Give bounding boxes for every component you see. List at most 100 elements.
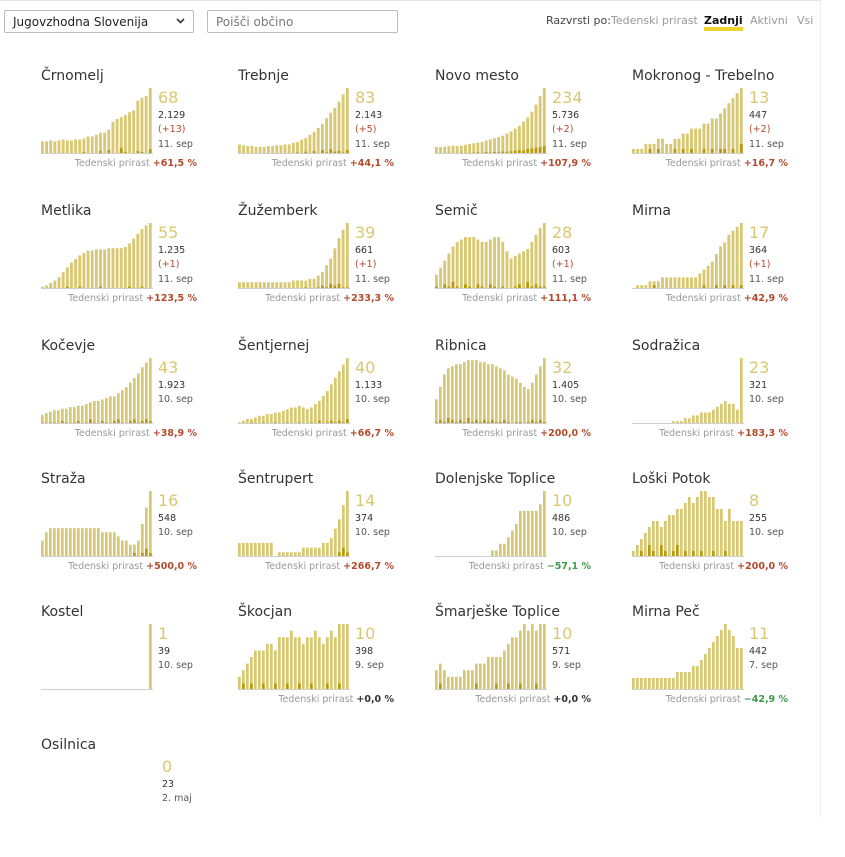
- active-cases-bar: [706, 265, 710, 289]
- active-cases-bar: [294, 637, 297, 690]
- total-count: 2.129: [158, 110, 186, 121]
- active-cases-bar: [664, 521, 667, 557]
- active-count: 14: [355, 491, 376, 510]
- municipality-card[interactable]: Osilnica 0 23 2. maj: [41, 737, 231, 857]
- last-update-date: 10. sep: [749, 527, 784, 538]
- active-cases-bar: [539, 504, 542, 557]
- active-count: 16: [158, 491, 179, 510]
- active-cases-bar: [480, 141, 484, 154]
- active-cases-bar: [238, 144, 241, 154]
- municipality-card[interactable]: Sodražica 23 321 10. sep Tedenski prirast +1…: [632, 338, 822, 458]
- active-cases-bar: [664, 678, 667, 690]
- active-cases-bar: [668, 678, 671, 690]
- municipality-card[interactable]: Mirna 17 364 (+1) 11. sep Tedenski prirast +4…: [632, 203, 822, 323]
- new-cases-bar: [140, 286, 144, 289]
- active-cases-bar: [455, 676, 458, 690]
- municipality-card[interactable]: Semič 28 603 (+1) 11. sep Tedenski prirast +1…: [435, 203, 625, 323]
- municipality-card[interactable]: Črnomelj 68 2.129 (+13) 11. sep Tedenski prir…: [41, 68, 231, 188]
- active-cases-bar: [119, 117, 123, 154]
- active-cases-bar: [447, 253, 451, 289]
- municipality-card[interactable]: Žužemberk 39 661 (+1) 11. sep Tedenski priras…: [238, 203, 428, 323]
- active-cases-bar: [435, 399, 438, 424]
- active-cases-bar: [337, 238, 341, 289]
- active-cases-bar: [242, 420, 245, 424]
- new-cases-bar: [519, 421, 522, 424]
- new-cases-bar: [447, 417, 450, 424]
- sort-option-all[interactable]: Vsi: [797, 14, 814, 27]
- municipality-card[interactable]: Ribnica 32 1.405 10. sep Tedenski prirast +2…: [435, 338, 625, 458]
- active-cases-bar: [274, 412, 277, 424]
- active-cases-bar: [519, 382, 522, 424]
- active-cases-bar: [320, 123, 324, 154]
- search-input[interactable]: [207, 10, 398, 33]
- active-cases-bar: [488, 139, 492, 154]
- active-cases-bar: [736, 648, 739, 690]
- active-cases-bar: [731, 98, 735, 154]
- active-cases-bar: [121, 390, 124, 424]
- active-cases-bar: [472, 143, 476, 154]
- new-cases-bar: [543, 421, 546, 424]
- active-cases-bar: [306, 547, 309, 557]
- municipality-card[interactable]: Trebnje 83 2.143 (+5) 11. sep Tedenski priras…: [238, 68, 428, 188]
- municipality-card[interactable]: Šentrupert 14 374 10. sep Tedenski prirast +…: [238, 471, 428, 591]
- municipality-card[interactable]: Škocjan 10 398 9. sep Tedenski prirast +0,0 …: [238, 604, 428, 724]
- active-cases-bar: [739, 88, 743, 154]
- active-cases-bar: [49, 411, 52, 424]
- last-update-date: 11. sep: [552, 139, 587, 150]
- last-update-date: 11. sep: [158, 274, 193, 285]
- municipality-card[interactable]: Šmarješke Toplice 10 571 9. sep Tedenski pri…: [435, 604, 625, 724]
- new-cases-bar: [664, 551, 667, 557]
- new-cases-bar: [242, 683, 245, 690]
- active-cases-bar: [82, 253, 86, 289]
- municipality-card[interactable]: Loški Potok 8 255 10. sep Tedenski prirast +…: [632, 471, 822, 591]
- active-cases-bar: [246, 663, 249, 690]
- active-cases-bar: [636, 285, 639, 289]
- municipality-card[interactable]: Straža 16 548 10. sep Tedenski prirast +500,…: [41, 471, 231, 591]
- active-cases-bar: [242, 282, 245, 289]
- municipality-card[interactable]: Novo mesto 234 5.736 (+2) 11. sep Tedenski pr…: [435, 68, 625, 188]
- municipality-card[interactable]: Dolenjske Toplice 10 486 10. sep Tedenski pr…: [435, 471, 625, 591]
- new-cases-bar: [318, 420, 321, 424]
- weekly-growth-value: +0,0 %: [356, 694, 394, 705]
- active-cases-bar: [534, 234, 538, 289]
- active-cases-bar: [471, 670, 474, 690]
- active-cases-bar: [740, 358, 743, 424]
- new-cases-bar: [145, 419, 148, 424]
- new-cases-bar: [673, 148, 677, 154]
- municipality-card[interactable]: Kočevje 43 1.923 10. sep Tedenski prirast +3…: [41, 338, 231, 458]
- new-cases-bar: [333, 151, 337, 154]
- new-cases-bar: [515, 421, 518, 424]
- active-cases-bar: [290, 630, 293, 690]
- municipality-card[interactable]: Mokronog - Trebelno 13 447 (+2) 11. sep Teden…: [632, 68, 822, 188]
- active-cases-bar: [140, 229, 144, 289]
- sparkline-bar-chart: [435, 491, 547, 557]
- sparkline-bar-chart: [41, 624, 153, 690]
- active-cases-bar: [503, 650, 506, 690]
- active-cases-bar: [435, 670, 438, 690]
- active-cases-bar: [266, 643, 269, 690]
- active-cases-bar: [302, 407, 305, 424]
- sort-option-weekly[interactable]: Tedenski prirast: [611, 14, 698, 27]
- active-cases-bar: [322, 542, 325, 557]
- active-cases-bar: [692, 666, 695, 690]
- municipality-card[interactable]: Mirna Peč 11 442 7. sep Tedenski prirast −42…: [632, 604, 822, 724]
- active-cases-bar: [123, 115, 127, 154]
- active-cases-bar: [706, 123, 710, 154]
- weekly-growth-label: Tedenski prirast: [271, 158, 347, 169]
- municipality-card[interactable]: Kostel 1 39 10. sep: [41, 604, 231, 724]
- active-cases-bar: [254, 542, 257, 557]
- weekly-growth-value: −42,9 %: [743, 694, 788, 705]
- active-cases-bar: [314, 404, 317, 424]
- sort-option-last[interactable]: Zadnji: [704, 14, 743, 31]
- region-select[interactable]: Jugovzhodna Slovenija: [4, 10, 194, 33]
- sort-option-active[interactable]: Aktivni: [750, 14, 788, 27]
- active-cases-bar: [296, 280, 299, 289]
- active-cases-bar: [652, 143, 656, 154]
- active-cases-bar: [137, 373, 140, 424]
- municipality-card[interactable]: Metlika 55 1.235 (+1) 11. sep Tedenski priras…: [41, 203, 231, 323]
- total-count: 603: [552, 245, 571, 256]
- active-cases-bar: [49, 283, 53, 289]
- municipality-card[interactable]: Šentjernej 40 1.133 10. sep Tedenski prirast…: [238, 338, 428, 458]
- active-cases-bar: [661, 277, 664, 289]
- active-cases-bar: [304, 138, 308, 154]
